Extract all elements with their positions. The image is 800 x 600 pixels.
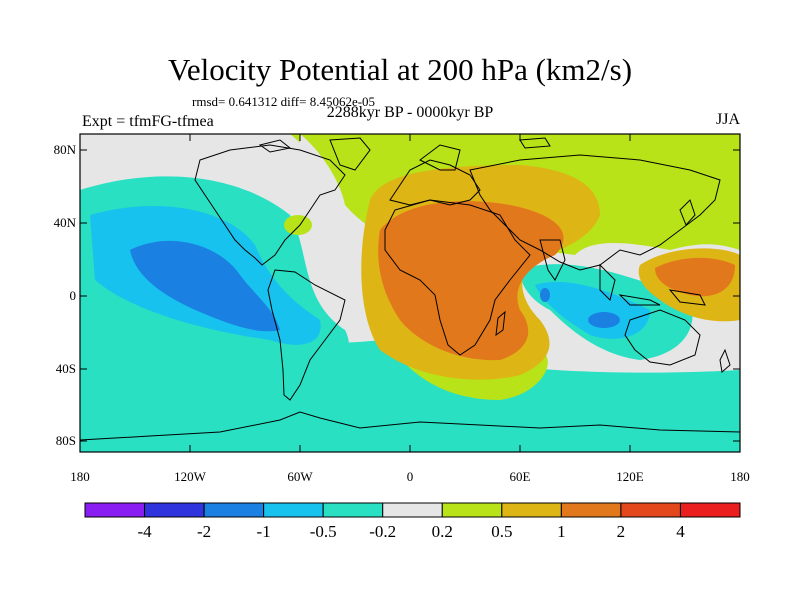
colorbar-box bbox=[203, 502, 265, 518]
colorbar-label: -0.5 bbox=[310, 522, 337, 541]
colorbar-box bbox=[322, 502, 384, 518]
contour-fill-layer bbox=[80, 134, 740, 452]
indian-strong-negative-west bbox=[588, 312, 620, 328]
colorbar-labels: -4 -2 -1 -0.5 -0.2 0.2 0.5 1 2 4 bbox=[137, 522, 685, 541]
axis-ticks bbox=[80, 134, 740, 452]
colorbar-box bbox=[144, 502, 205, 518]
africa-strong-positive bbox=[378, 201, 564, 361]
colorbar-box bbox=[441, 502, 503, 518]
lat-label-80n: 80N bbox=[54, 142, 77, 157]
colorbar-label: 4 bbox=[676, 522, 685, 541]
lat-label-0: 0 bbox=[70, 288, 77, 303]
lon-label-60w: 60W bbox=[287, 469, 313, 484]
colorbar-label: -0.2 bbox=[369, 522, 396, 541]
colorbar-box bbox=[84, 502, 146, 518]
colorbar-label: -4 bbox=[137, 522, 152, 541]
lon-label-120w: 120W bbox=[174, 469, 207, 484]
coastlines bbox=[80, 137, 740, 441]
colorbar-box bbox=[263, 502, 324, 518]
lon-label-180e: 180 bbox=[730, 469, 750, 484]
lon-label-0: 0 bbox=[407, 469, 414, 484]
colorbar-box bbox=[501, 502, 562, 518]
atlantic-neutral-gap bbox=[300, 134, 345, 205]
colorbar-label: 2 bbox=[617, 522, 626, 541]
colorbar-boxes bbox=[84, 502, 741, 518]
experiment-label: Expt = tfmFG-tfmea bbox=[82, 113, 214, 130]
lon-label-60e: 60E bbox=[510, 469, 531, 484]
indian-mid-negative bbox=[535, 281, 650, 339]
lat-label-40s: 40S bbox=[56, 361, 76, 376]
lat-label-40n: 40N bbox=[54, 215, 77, 230]
lon-label-120e: 120E bbox=[616, 469, 644, 484]
colorbar-label: -1 bbox=[257, 522, 271, 541]
west-pacific-strong-positive bbox=[655, 257, 735, 297]
colorbar-label: 1 bbox=[557, 522, 566, 541]
latitude-labels: 80N 40N 0 40S 80S bbox=[54, 142, 77, 448]
colorbar-label: -2 bbox=[197, 522, 211, 541]
period-label: 2288kyr BP - 0000kyr BP bbox=[326, 104, 494, 121]
caribbean-positive-patch bbox=[284, 215, 312, 235]
colorbar-box bbox=[560, 502, 622, 518]
lat-label-80s: 80S bbox=[56, 433, 76, 448]
colorbar-label: 0.5 bbox=[491, 522, 512, 541]
colorbar-box bbox=[679, 502, 741, 518]
map-title: Velocity Potential at 200 hPa (km2/s) bbox=[167, 52, 633, 87]
colorbar-box bbox=[620, 502, 681, 518]
indian-strong-negative-east bbox=[540, 288, 550, 302]
season-label: JJA bbox=[715, 111, 740, 128]
longitude-labels: 180 120W 60W 0 60E 120E 180 bbox=[70, 469, 750, 484]
colorbar: -4 -2 -1 -0.5 -0.2 0.2 0.5 1 2 4 bbox=[84, 502, 741, 541]
lon-label-180w: 180 bbox=[70, 469, 90, 484]
colorbar-box bbox=[382, 502, 443, 518]
pacific-strong-negative bbox=[130, 240, 280, 332]
stats-label: rmsd= 0.641312 diff= 8.45062e-05 bbox=[192, 94, 376, 109]
colorbar-label: 0.2 bbox=[432, 522, 453, 541]
